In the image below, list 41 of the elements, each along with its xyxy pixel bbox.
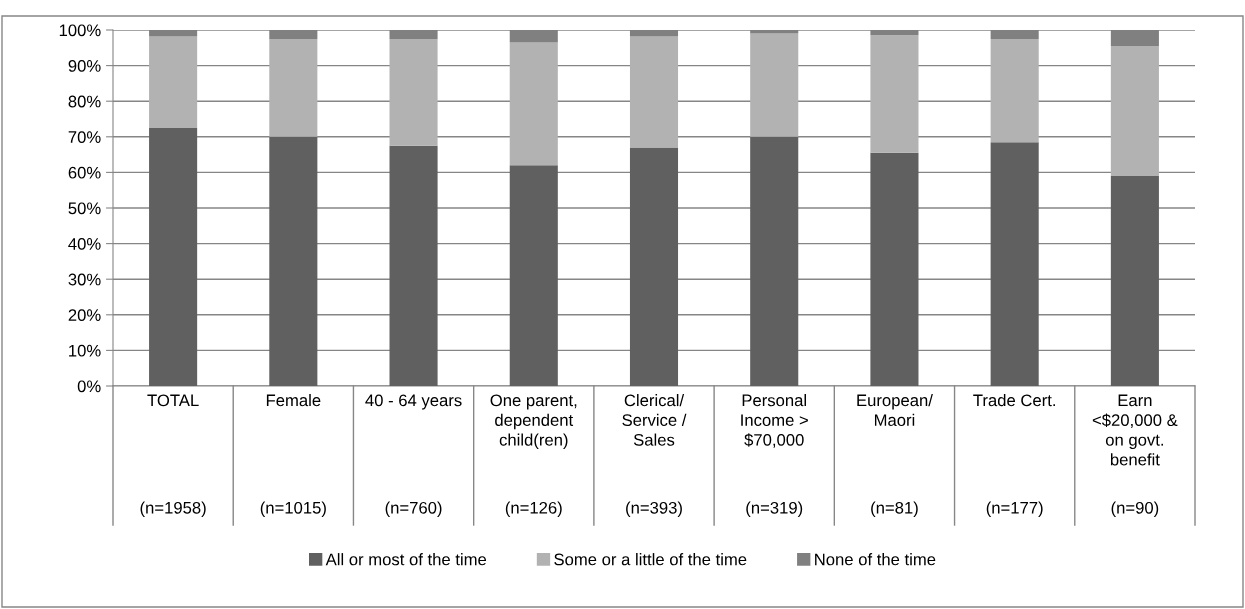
bar [149, 127, 198, 386]
y-tick-label: 50% [68, 202, 101, 215]
bar [870, 35, 919, 153]
bar [269, 136, 318, 386]
y-tick-label: 80% [68, 95, 101, 108]
bar [269, 38, 318, 137]
bar [149, 36, 198, 128]
y-tick-label: 70% [68, 131, 101, 143]
y-tick-label: 60% [68, 166, 101, 179]
category-label: One parent, dependent child(ren) (n=126) [490, 394, 577, 517]
category-label: 40 - 64 years (n=760) [365, 394, 462, 517]
y-tick-label: 90% [68, 60, 101, 72]
bar [750, 33, 799, 137]
bar [389, 38, 438, 146]
legend-label: Some or a little of the time [554, 553, 747, 566]
category-label: Earn <$20,000 & on govt. benefit (n=90) [1092, 394, 1178, 517]
bar [629, 147, 679, 386]
y-tick-label: 10% [69, 344, 101, 357]
y-tick-label: 0% [77, 380, 101, 393]
bar [509, 165, 558, 386]
legend-label: None of the time [815, 553, 936, 566]
bar [509, 42, 558, 166]
bar [990, 38, 1039, 143]
bar [629, 36, 679, 148]
y-tick-label: 30% [68, 273, 101, 286]
y-tick-label: 20% [68, 309, 101, 321]
category-label: TOTAL (n=1958) [140, 394, 206, 517]
legend-label: All or most of the time [325, 553, 487, 566]
bar [750, 136, 799, 386]
bar [389, 145, 438, 386]
category-label: Trade Cert. (n=177) [973, 394, 1055, 517]
category-label: European/ Maori (n=81) [857, 394, 933, 517]
category-label: Female (n=1015) [260, 394, 326, 517]
bar [870, 152, 919, 386]
y-tick-label: 40% [68, 238, 101, 250]
category-label: Clerical/ Service / Sales (n=393) [622, 394, 687, 517]
category-label: Personal Income > $70,000 (n=319) [741, 394, 808, 517]
bar [990, 142, 1039, 386]
bar [1110, 175, 1159, 386]
y-tick-label: 100% [59, 24, 101, 37]
bar [1110, 46, 1159, 176]
